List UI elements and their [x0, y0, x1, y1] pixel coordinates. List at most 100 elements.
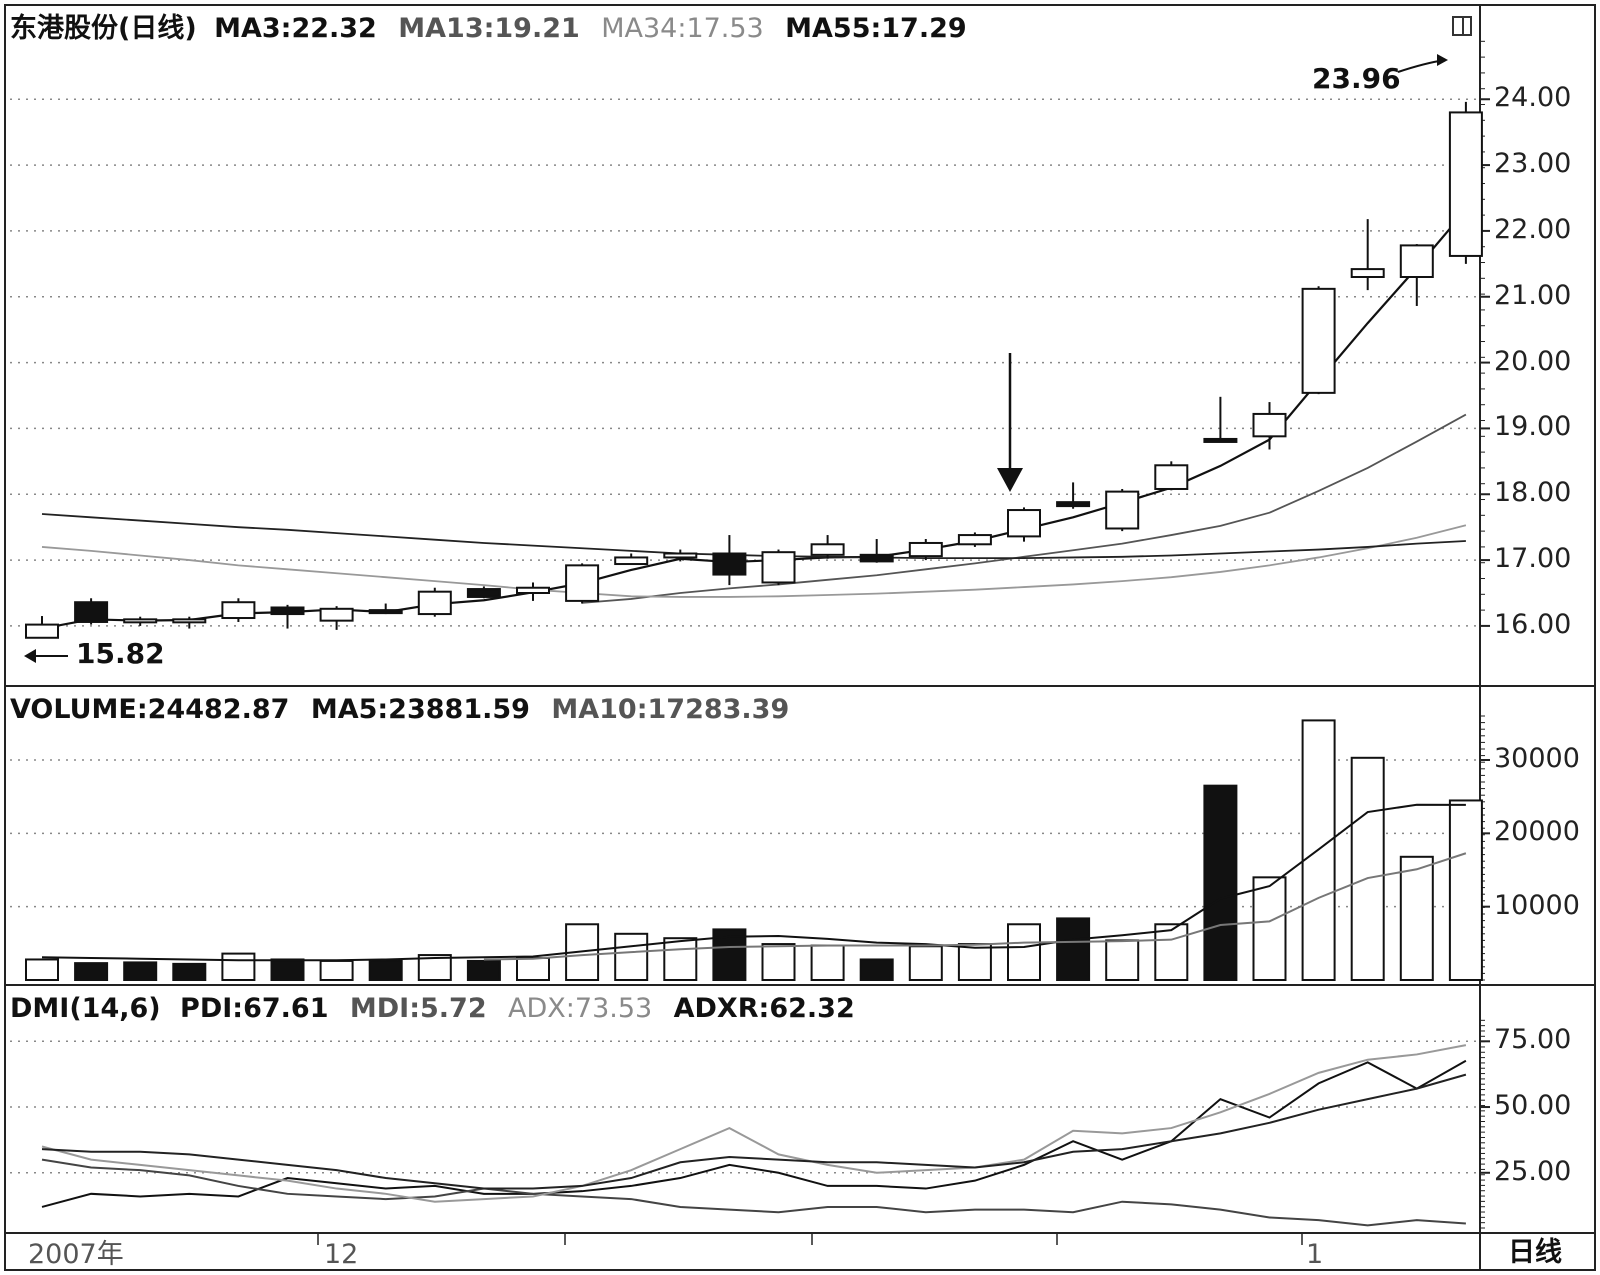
y-tick-label: 20000 — [1494, 816, 1580, 848]
candle-up — [565, 564, 600, 602]
price-panel-header: 东港股份(日线) MA3:22.32 MA13:19.21 MA34:17.53… — [10, 13, 967, 45]
ma13-label: MA13:19.21 — [398, 13, 580, 44]
volume-bar-up — [1105, 939, 1140, 982]
volume-ma10-label: MA10:17283.39 — [551, 694, 790, 725]
candle-up — [123, 618, 158, 624]
candle-up — [1007, 509, 1041, 538]
dmi-panel-header: DMI(14,6) PDI:67.61 MDI:5.72 ADX:73.53 A… — [10, 993, 855, 1025]
pdi-label: PDI:67.61 — [180, 993, 329, 1024]
dmi-adxr-line — [41, 1073, 1467, 1190]
candle-up — [957, 534, 992, 546]
signal-arrow-head — [997, 468, 1023, 492]
x-year-label: 2007年 — [28, 1239, 124, 1270]
y-tick-label: 19.00 — [1494, 411, 1572, 443]
ma34-label: MA34:17.53 — [601, 13, 764, 44]
candle-up — [663, 552, 698, 559]
volume-bar-up — [1399, 855, 1434, 981]
candle-down — [1203, 437, 1238, 443]
y-tick-label: 30000 — [1494, 743, 1580, 774]
volume-bar-down — [270, 958, 305, 982]
y-tick-label: 25.00 — [1494, 1155, 1572, 1187]
ma3-label: MA3:22.32 — [214, 13, 377, 44]
high-price-label: 23.96 — [1312, 62, 1401, 95]
candle-down — [1056, 501, 1091, 508]
volume-bar-down — [1056, 917, 1091, 982]
volume-bar-down — [859, 958, 894, 982]
y-tick-label: 50.00 — [1494, 1090, 1572, 1122]
volume-bar-up — [319, 959, 354, 982]
period-label[interactable]: 日线 — [1508, 1237, 1562, 1268]
volume-bar-down — [123, 961, 158, 982]
volume-bar-up — [221, 952, 256, 981]
high-pointer-head — [1437, 54, 1448, 66]
volume-bar-up — [761, 943, 796, 981]
volume-bar-down — [172, 962, 207, 981]
candle-up — [1350, 268, 1385, 279]
candle-down — [368, 609, 403, 615]
volume-bar-up — [1350, 756, 1385, 981]
candle-up — [908, 541, 943, 558]
volume-bar-up — [1448, 799, 1483, 981]
volume-bar-up — [516, 957, 550, 981]
candle-up — [614, 556, 649, 566]
volume-ma10-line — [483, 852, 1467, 961]
y-tick-label: 17.00 — [1494, 543, 1572, 575]
volume-bar-up — [1007, 923, 1041, 981]
candle-down — [74, 601, 109, 623]
y-tick-label: 24.00 — [1494, 82, 1572, 114]
candle-up — [1399, 244, 1434, 278]
y-tick-label: 18.00 — [1494, 477, 1572, 509]
volume-bar-up — [908, 945, 943, 981]
volume-ma5-label: MA5:23881.59 — [310, 694, 530, 725]
adx-label: ADX:73.53 — [508, 993, 653, 1024]
candle-down — [270, 606, 305, 616]
candle-up — [1448, 111, 1483, 257]
volume-bar-up — [1154, 923, 1189, 981]
dmi-mdi-line — [41, 1158, 1466, 1227]
y-tick-label: 22.00 — [1494, 213, 1572, 245]
y-tick-label: 23.00 — [1494, 148, 1572, 180]
volume-bar-up — [663, 937, 698, 982]
candle-up — [417, 590, 452, 616]
ma-line-ma34 — [41, 524, 1467, 598]
candle-up — [516, 586, 550, 595]
chart-frame — [4, 4, 1596, 1271]
candle-down — [466, 588, 501, 598]
volume-bar-down — [466, 959, 501, 982]
volume-ma5-line — [41, 803, 1466, 962]
volume-bar-down — [1203, 784, 1238, 982]
dmi-pdi-line — [41, 1059, 1467, 1208]
volume-bar-up — [614, 932, 649, 981]
low-price-label: 15.82 — [76, 637, 165, 670]
volume-bar-down — [74, 962, 109, 982]
volume-bar-up — [25, 958, 59, 982]
low-pointer-head — [24, 649, 36, 663]
adxr-label: ADXR:62.32 — [673, 993, 855, 1024]
volume-bar-down — [368, 959, 403, 982]
candle-up — [221, 601, 256, 620]
x-month-label: 12 — [324, 1239, 359, 1270]
ma-line-ma13 — [582, 413, 1467, 604]
candle-up — [319, 607, 354, 622]
candle-up — [1105, 490, 1140, 530]
volume-label: VOLUME:24482.87 — [10, 694, 290, 725]
candle-up — [172, 618, 207, 624]
window-toggle-divider — [1462, 18, 1464, 34]
candle-up — [1154, 464, 1189, 490]
y-tick-label: 16.00 — [1494, 608, 1572, 640]
window-toggle-icon[interactable] — [1452, 16, 1472, 36]
volume-bar-up — [810, 944, 845, 981]
volume-bar-up — [957, 943, 992, 981]
dmi-adx-line — [41, 1044, 1467, 1203]
y-tick-label: 75.00 — [1494, 1024, 1572, 1056]
candle-up — [1301, 287, 1336, 394]
candle-up — [25, 623, 59, 639]
mdi-label: MDI:5.72 — [349, 993, 487, 1024]
y-tick-label: 20.00 — [1494, 345, 1572, 377]
dmi-title: DMI(14,6) — [10, 993, 161, 1024]
ma-line-ma55 — [41, 513, 1466, 560]
y-tick-label: 10000 — [1494, 889, 1580, 921]
volume-panel-header: VOLUME:24482.87 MA5:23881.59 MA10:17283.… — [10, 694, 789, 726]
y-tick-label: 21.00 — [1494, 279, 1572, 311]
